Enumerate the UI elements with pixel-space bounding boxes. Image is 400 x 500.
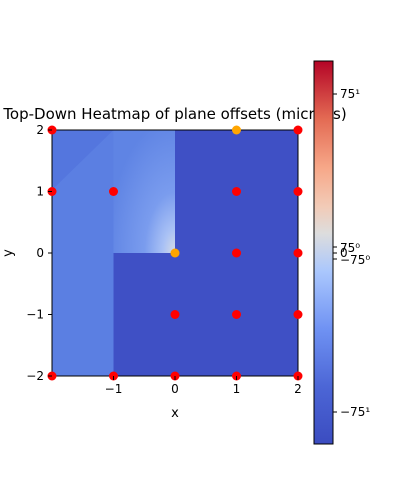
data-point-4 [109,187,118,196]
data-point-7 [170,248,180,258]
colorbar-tick-label: 0 [340,246,348,260]
chart-title: Top-Down Heatmap of plane offsets (micro… [2,105,346,123]
y-axis: −2 −1 0 1 2 [26,123,52,383]
heatmap-area [52,130,298,376]
x-tick-label: 2 [294,382,302,396]
colorbar [313,60,334,445]
data-point-11 [232,310,241,319]
colorbar-tick-label: −75¹ [340,405,370,419]
y-axis-label: y [1,249,16,257]
data-point-10 [170,310,180,319]
colorbar-tick-label: 75⁰ [340,241,360,255]
data-point-6 [293,187,303,196]
y-tick-label: −2 [26,369,44,383]
colorbar-tick-label: 75¹ [340,87,360,101]
region-upper-left-wedge [113,130,175,253]
y-tick-label: −1 [26,308,44,322]
region-upper-left-corner [52,130,114,190]
data-point-5 [232,187,241,196]
data-point-1 [293,125,303,135]
y-tick-label: 2 [36,123,44,137]
data-point-12 [293,310,303,319]
x-axis: −1 0 1 2 [105,376,302,396]
y-tick-label: 0 [36,246,44,260]
data-points [47,125,303,381]
x-tick-label: 1 [233,382,241,396]
colorbar-tick-label: −75⁰ [340,253,370,267]
data-point-9 [293,248,303,258]
y-tick-label: 1 [36,185,44,199]
x-tick-label: −1 [105,382,123,396]
x-tick-label: 0 [171,382,179,396]
x-axis-label: x [171,406,179,421]
data-point-2 [232,125,241,135]
data-point-8 [232,248,241,258]
